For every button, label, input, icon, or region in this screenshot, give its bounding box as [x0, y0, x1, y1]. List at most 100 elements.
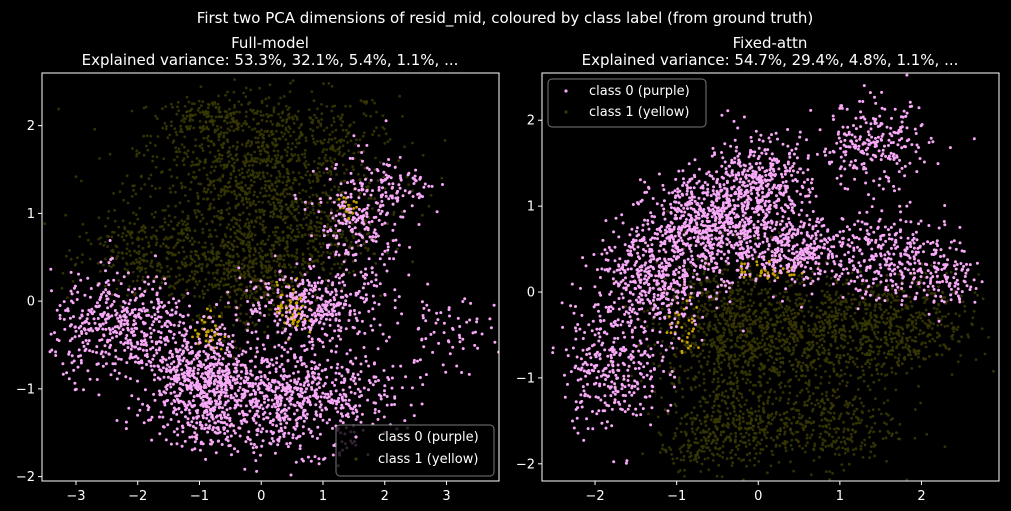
- scatter-point: [224, 364, 228, 368]
- scatter-point: [200, 318, 204, 322]
- scatter-point: [200, 391, 204, 395]
- scatter-point: [185, 114, 189, 118]
- scatter-point: [303, 208, 307, 211]
- scatter-point: [225, 113, 229, 117]
- scatter-point: [316, 425, 320, 429]
- scatter-point: [213, 305, 217, 309]
- scatter-point: [294, 138, 298, 142]
- scatter-point: [192, 357, 196, 361]
- scatter-point: [229, 393, 233, 397]
- scatter-point: [288, 159, 292, 163]
- scatter-point: [235, 182, 239, 186]
- scatter-point: [260, 271, 264, 274]
- scatter-point: [191, 416, 195, 420]
- scatter-point: [355, 138, 358, 142]
- scatter-point: [325, 126, 329, 130]
- scatter-point: [261, 407, 265, 411]
- scatter-point: [124, 315, 128, 319]
- scatter-point: [334, 163, 338, 167]
- scatter-point: [281, 376, 285, 380]
- scatter-point: [228, 129, 232, 132]
- scatter-point: [324, 317, 328, 321]
- scatter-point: [255, 171, 259, 175]
- scatter-point: [235, 245, 239, 249]
- scatter-point: [218, 153, 222, 156]
- scatter-point: [164, 127, 168, 131]
- scatter-point: [247, 249, 251, 253]
- scatter-point: [184, 346, 188, 350]
- scatter-point: [277, 170, 281, 173]
- scatter-point: [243, 175, 246, 179]
- scatter-point: [171, 382, 175, 386]
- scatter-point: [316, 312, 320, 316]
- scatter-point: [224, 377, 227, 381]
- scatter-point: [58, 317, 62, 320]
- scatter-point: [260, 358, 264, 362]
- scatter-point: [212, 355, 216, 359]
- scatter-point: [256, 301, 260, 305]
- scatter-point: [225, 346, 229, 350]
- scatter-point: [141, 279, 145, 282]
- scatter-point: [90, 307, 94, 311]
- scatter-point: [202, 197, 206, 201]
- scatter-point: [205, 136, 209, 140]
- scatter-point: [288, 441, 292, 445]
- scatter-point: [289, 473, 293, 477]
- scatter-point: [331, 336, 334, 340]
- scatter-point: [269, 203, 272, 206]
- scatter-point: [129, 262, 133, 266]
- scatter-point: [190, 404, 194, 408]
- scatter-point: [97, 282, 101, 286]
- scatter-point: [418, 376, 422, 379]
- scatter-point: [269, 419, 273, 423]
- scatter-point: [126, 339, 130, 343]
- scatter-point: [252, 303, 255, 307]
- scatter-point: [165, 387, 169, 391]
- scatter-point: [244, 323, 248, 326]
- scatter-point: [242, 249, 246, 253]
- scatter-point: [299, 387, 303, 391]
- scatter-point: [247, 139, 251, 143]
- scatter-point: [232, 362, 236, 366]
- scatter-point: [279, 211, 283, 215]
- scatter-point: [178, 320, 182, 324]
- scatter-point: [373, 411, 377, 415]
- scatter-point: [214, 115, 218, 119]
- scatter-point: [269, 120, 273, 123]
- scatter-point: [352, 326, 356, 330]
- scatter-point: [159, 315, 163, 319]
- scatter-point: [333, 185, 336, 189]
- scatter-point: [338, 276, 341, 280]
- scatter-point: [234, 221, 238, 225]
- scatter-point: [255, 399, 259, 403]
- scatter-point: [149, 261, 153, 265]
- scatter-point: [245, 420, 249, 424]
- scatter-point: [213, 102, 217, 105]
- scatter-point: [226, 413, 230, 417]
- scatter-point: [76, 256, 79, 260]
- scatter-point: [130, 344, 134, 348]
- scatter-point: [397, 243, 401, 247]
- scatter-point: [354, 291, 358, 295]
- scatter-point: [281, 163, 284, 167]
- scatter-point: [252, 108, 255, 112]
- scatter-point: [364, 355, 368, 358]
- scatter-point: [390, 403, 394, 407]
- scatter-point: [291, 270, 294, 274]
- scatter-point: [320, 103, 323, 106]
- scatter-point: [344, 327, 348, 331]
- scatter-point: [244, 196, 248, 200]
- scatter-point: [75, 298, 79, 301]
- scatter-point: [132, 188, 136, 192]
- scatter-point: [378, 257, 382, 261]
- scatter-point: [174, 130, 178, 134]
- scatter-point: [339, 180, 343, 184]
- scatter-point: [227, 444, 231, 448]
- scatter-point: [245, 206, 249, 210]
- scatter-point: [388, 163, 392, 167]
- scatter-point: [270, 243, 274, 247]
- scatter-point: [57, 107, 60, 111]
- scatter-point: [152, 280, 156, 283]
- scatter-point: [145, 355, 149, 359]
